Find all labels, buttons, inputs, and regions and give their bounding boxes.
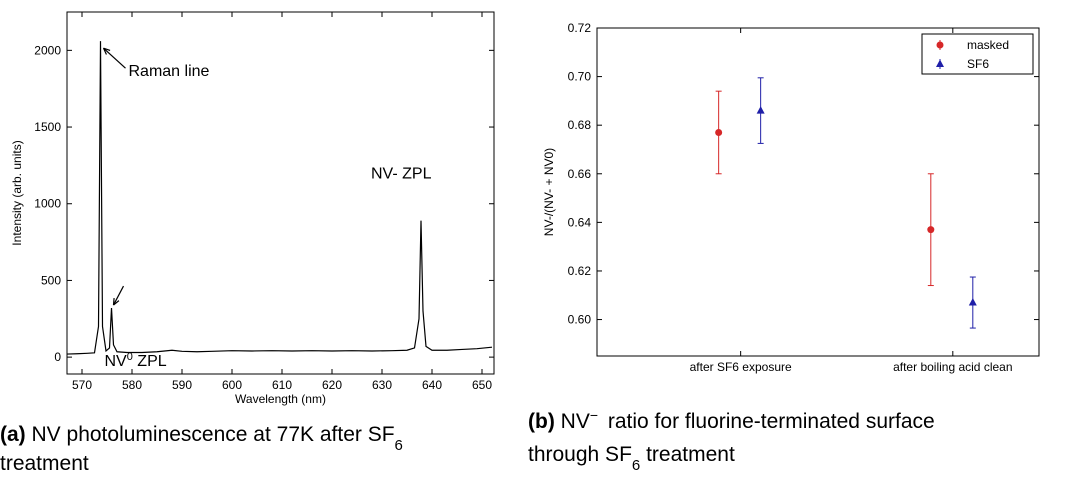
annotation-text: NV- ZPL <box>371 166 432 183</box>
y-tick-label: 0.68 <box>568 118 592 132</box>
annotation: NV- ZPL <box>371 166 432 183</box>
legend-label: SF6 <box>967 57 989 71</box>
annotation-text: NV <box>105 353 128 370</box>
caption-text: NV <box>555 410 590 433</box>
annotation-text: Raman line <box>129 63 210 80</box>
y-tick-label: 0.72 <box>568 21 592 35</box>
y-tick-label: 2000 <box>34 43 61 57</box>
caption: (b) NV− ratio for fluorine-terminated su… <box>528 407 935 433</box>
x-tick-label: after SF6 exposure <box>690 360 792 374</box>
annotation-text: 0 <box>127 351 133 363</box>
caption: through SF6 treatment <box>528 443 735 474</box>
y-axis-label: NV-/(NV- + NV0) <box>542 148 556 236</box>
x-tick-label: 570 <box>72 378 92 392</box>
caption: treatment <box>0 452 89 475</box>
caption-label: (b) <box>528 410 555 433</box>
x-tick-label: 630 <box>372 378 392 392</box>
y-tick-label: 1500 <box>34 120 61 134</box>
x-tick-label: 610 <box>272 378 292 392</box>
legend-marker <box>936 41 944 49</box>
y-tick-label: 0.70 <box>568 70 592 84</box>
data-point <box>968 298 977 306</box>
x-tick-label: 600 <box>222 378 242 392</box>
x-tick-label: 620 <box>322 378 342 392</box>
caption-text: ratio for fluorine-terminated surface <box>602 410 935 433</box>
caption: (a) NV photoluminescence at 77K after SF… <box>0 423 403 454</box>
caption-text: NV photoluminescence at 77K after SF <box>26 423 395 446</box>
y-tick-label: 0 <box>54 350 61 364</box>
arrow-head <box>102 47 111 55</box>
caption-sup: − <box>590 407 598 423</box>
y-tick-label: 500 <box>41 273 61 287</box>
x-tick-label: 640 <box>422 378 442 392</box>
x-tick-label: after boiling acid clean <box>893 360 1012 374</box>
annotation: Raman line <box>129 63 210 80</box>
legend-label: masked <box>967 38 1009 52</box>
y-tick-label: 0.62 <box>568 264 592 278</box>
x-tick-label: 590 <box>172 378 192 392</box>
data-point <box>715 128 723 136</box>
legend-marker <box>936 59 944 67</box>
y-tick-label: 0.60 <box>568 313 592 327</box>
plot-frame <box>596 27 1040 357</box>
caption-sub: 6 <box>632 457 640 474</box>
data-point <box>756 106 765 114</box>
x-axis-label: Wavelength (nm) <box>235 392 326 406</box>
spectrum-line <box>66 41 493 355</box>
annotation-arrow <box>112 285 125 306</box>
y-tick-label: 0.66 <box>568 167 592 181</box>
y-axis-label: Intensity (arb. units) <box>10 140 24 245</box>
y-tick-label: 1000 <box>34 197 61 211</box>
y-tick-label: 0.64 <box>568 215 592 229</box>
plot-frame <box>66 11 495 375</box>
x-tick-label: 580 <box>122 378 142 392</box>
arrow-head <box>112 298 120 306</box>
annotation: NV0 ZPL <box>105 351 167 370</box>
annotation-arrow <box>103 47 126 69</box>
annotation-text: ZPL <box>133 353 167 370</box>
caption-text: treatment <box>0 452 89 475</box>
x-tick-label: 650 <box>472 378 492 392</box>
caption-label: (a) <box>0 423 26 446</box>
caption-text: through SF <box>528 443 632 466</box>
caption-sub: 6 <box>395 437 403 454</box>
caption-text: treatment <box>640 443 735 466</box>
data-point <box>927 226 935 234</box>
